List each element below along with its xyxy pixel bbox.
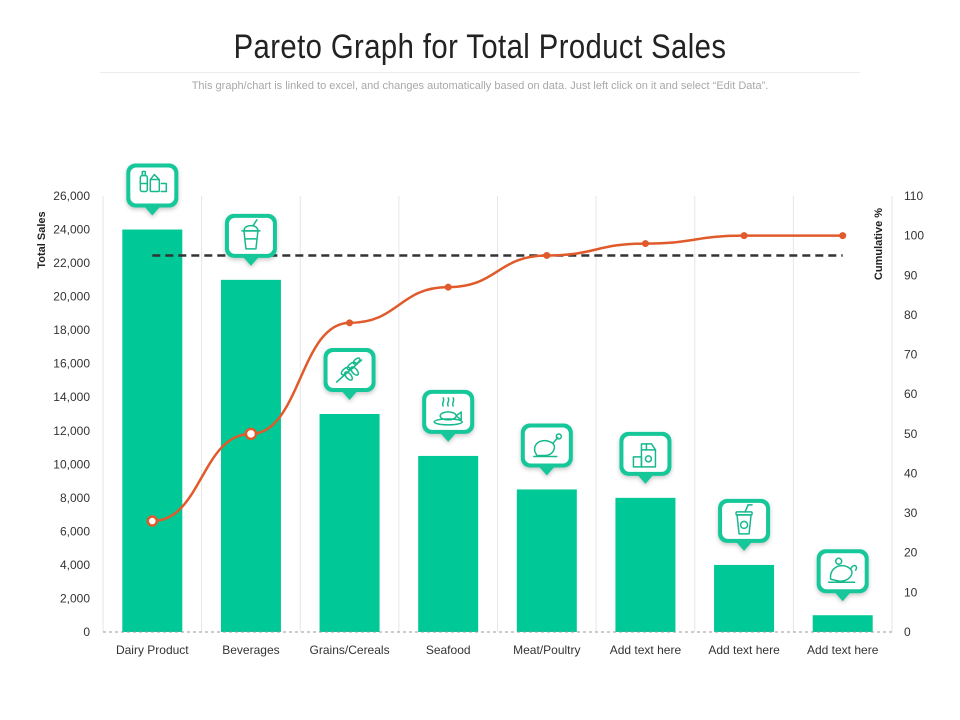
wheat-icon [335,357,363,383]
badge-pointer [144,206,161,216]
badge-pointer [242,256,259,266]
bar[interactable] [714,564,775,632]
badge-inner [623,435,668,472]
cumulative-point[interactable] [346,319,354,327]
roast-turkey-icon [827,557,858,583]
icon-badge [126,163,179,216]
cumulative-point[interactable] [146,515,159,527]
icon-badge [323,348,376,400]
badge-pointer [834,592,851,602]
y2-axis-title: Cumulative % [873,208,885,280]
y-tick-label: 12,000 [53,424,90,438]
y2-tick-label: 50 [904,427,918,441]
y2-tick-label: 90 [904,268,918,282]
milk-carton-icon [632,443,657,468]
y-axis-title: Total Sales [36,211,48,268]
y-tick-label: 16,000 [53,357,90,371]
category-label: Add text here [708,643,780,657]
bar[interactable] [812,615,873,632]
y-tick-label: 2,000 [60,591,90,605]
icon-badge [718,498,771,551]
category-label: Dairy Product [116,643,189,657]
category-label: Meat/Poultry [513,643,580,657]
cumulative-point[interactable] [244,427,258,441]
y-tick-label: 18,000 [53,323,90,337]
cumulative-point[interactable] [444,283,452,291]
icon-badge [520,423,573,476]
y-tick-label: 24,000 [53,223,90,237]
y2-tick-label: 60 [904,387,918,401]
icon-badge [619,431,672,484]
badge-inner [228,217,273,254]
roast-chicken-icon [533,433,563,458]
icon-badge [224,213,277,266]
cumulative-point[interactable] [740,232,748,240]
category-label: Grains/Cereals [310,643,390,657]
y2-tick-label: 80 [904,308,918,322]
y-tick-label: 14,000 [53,390,90,404]
page-title: Pareto Graph for Total Product Sales [233,28,727,66]
title-divider [100,72,860,73]
cumulative-point[interactable] [839,232,847,240]
y-tick-label: 6,000 [60,524,90,538]
y-tick-label: 4,000 [60,558,90,572]
bar[interactable] [220,279,281,632]
icon-badge [816,549,869,602]
category-label: Add text here [807,643,879,657]
category-label: Seafood [426,643,471,657]
badge-pointer [538,466,555,476]
badge-inner [820,553,865,590]
badge-pointer [341,391,358,400]
y-tick-label: 20,000 [53,290,90,304]
bar[interactable] [319,414,380,632]
badge-inner [524,427,569,464]
icon-badge [422,389,475,442]
y-tick-label: 8,000 [60,491,90,505]
y-tick-label: 22,000 [53,256,90,270]
cumulative-point[interactable] [543,251,551,259]
y-tick-label: 26,000 [53,189,90,203]
y2-tick-label: 0 [904,625,911,639]
bar[interactable] [615,497,676,632]
seafood-platter-icon [433,397,463,426]
soda-cup-icon [735,504,753,535]
badge-inner [130,167,175,204]
badge-pointer [736,541,753,551]
bar[interactable] [516,489,577,632]
y-tick-label: 0 [83,625,90,639]
y2-tick-label: 30 [904,506,918,520]
badge-pointer [637,474,654,484]
y-tick-label: 10,000 [53,457,90,471]
y2-tick-label: 110 [904,189,923,203]
y2-tick-label: 10 [904,585,918,599]
y2-tick-label: 20 [904,546,918,560]
bar[interactable] [122,229,183,633]
chart-subtitle: This graph/chart is linked to excel, and… [191,80,769,92]
cumulative-point[interactable] [641,240,649,248]
y2-tick-label: 40 [904,466,918,480]
badge-pointer [440,432,457,442]
iced-drink-icon [241,219,261,250]
y2-tick-label: 70 [904,348,918,362]
y2-tick-label: 100 [904,229,924,243]
bar[interactable] [418,455,479,632]
category-label: Beverages [222,643,279,657]
category-label: Add text here [610,643,682,657]
dairy-products-icon [139,170,168,193]
